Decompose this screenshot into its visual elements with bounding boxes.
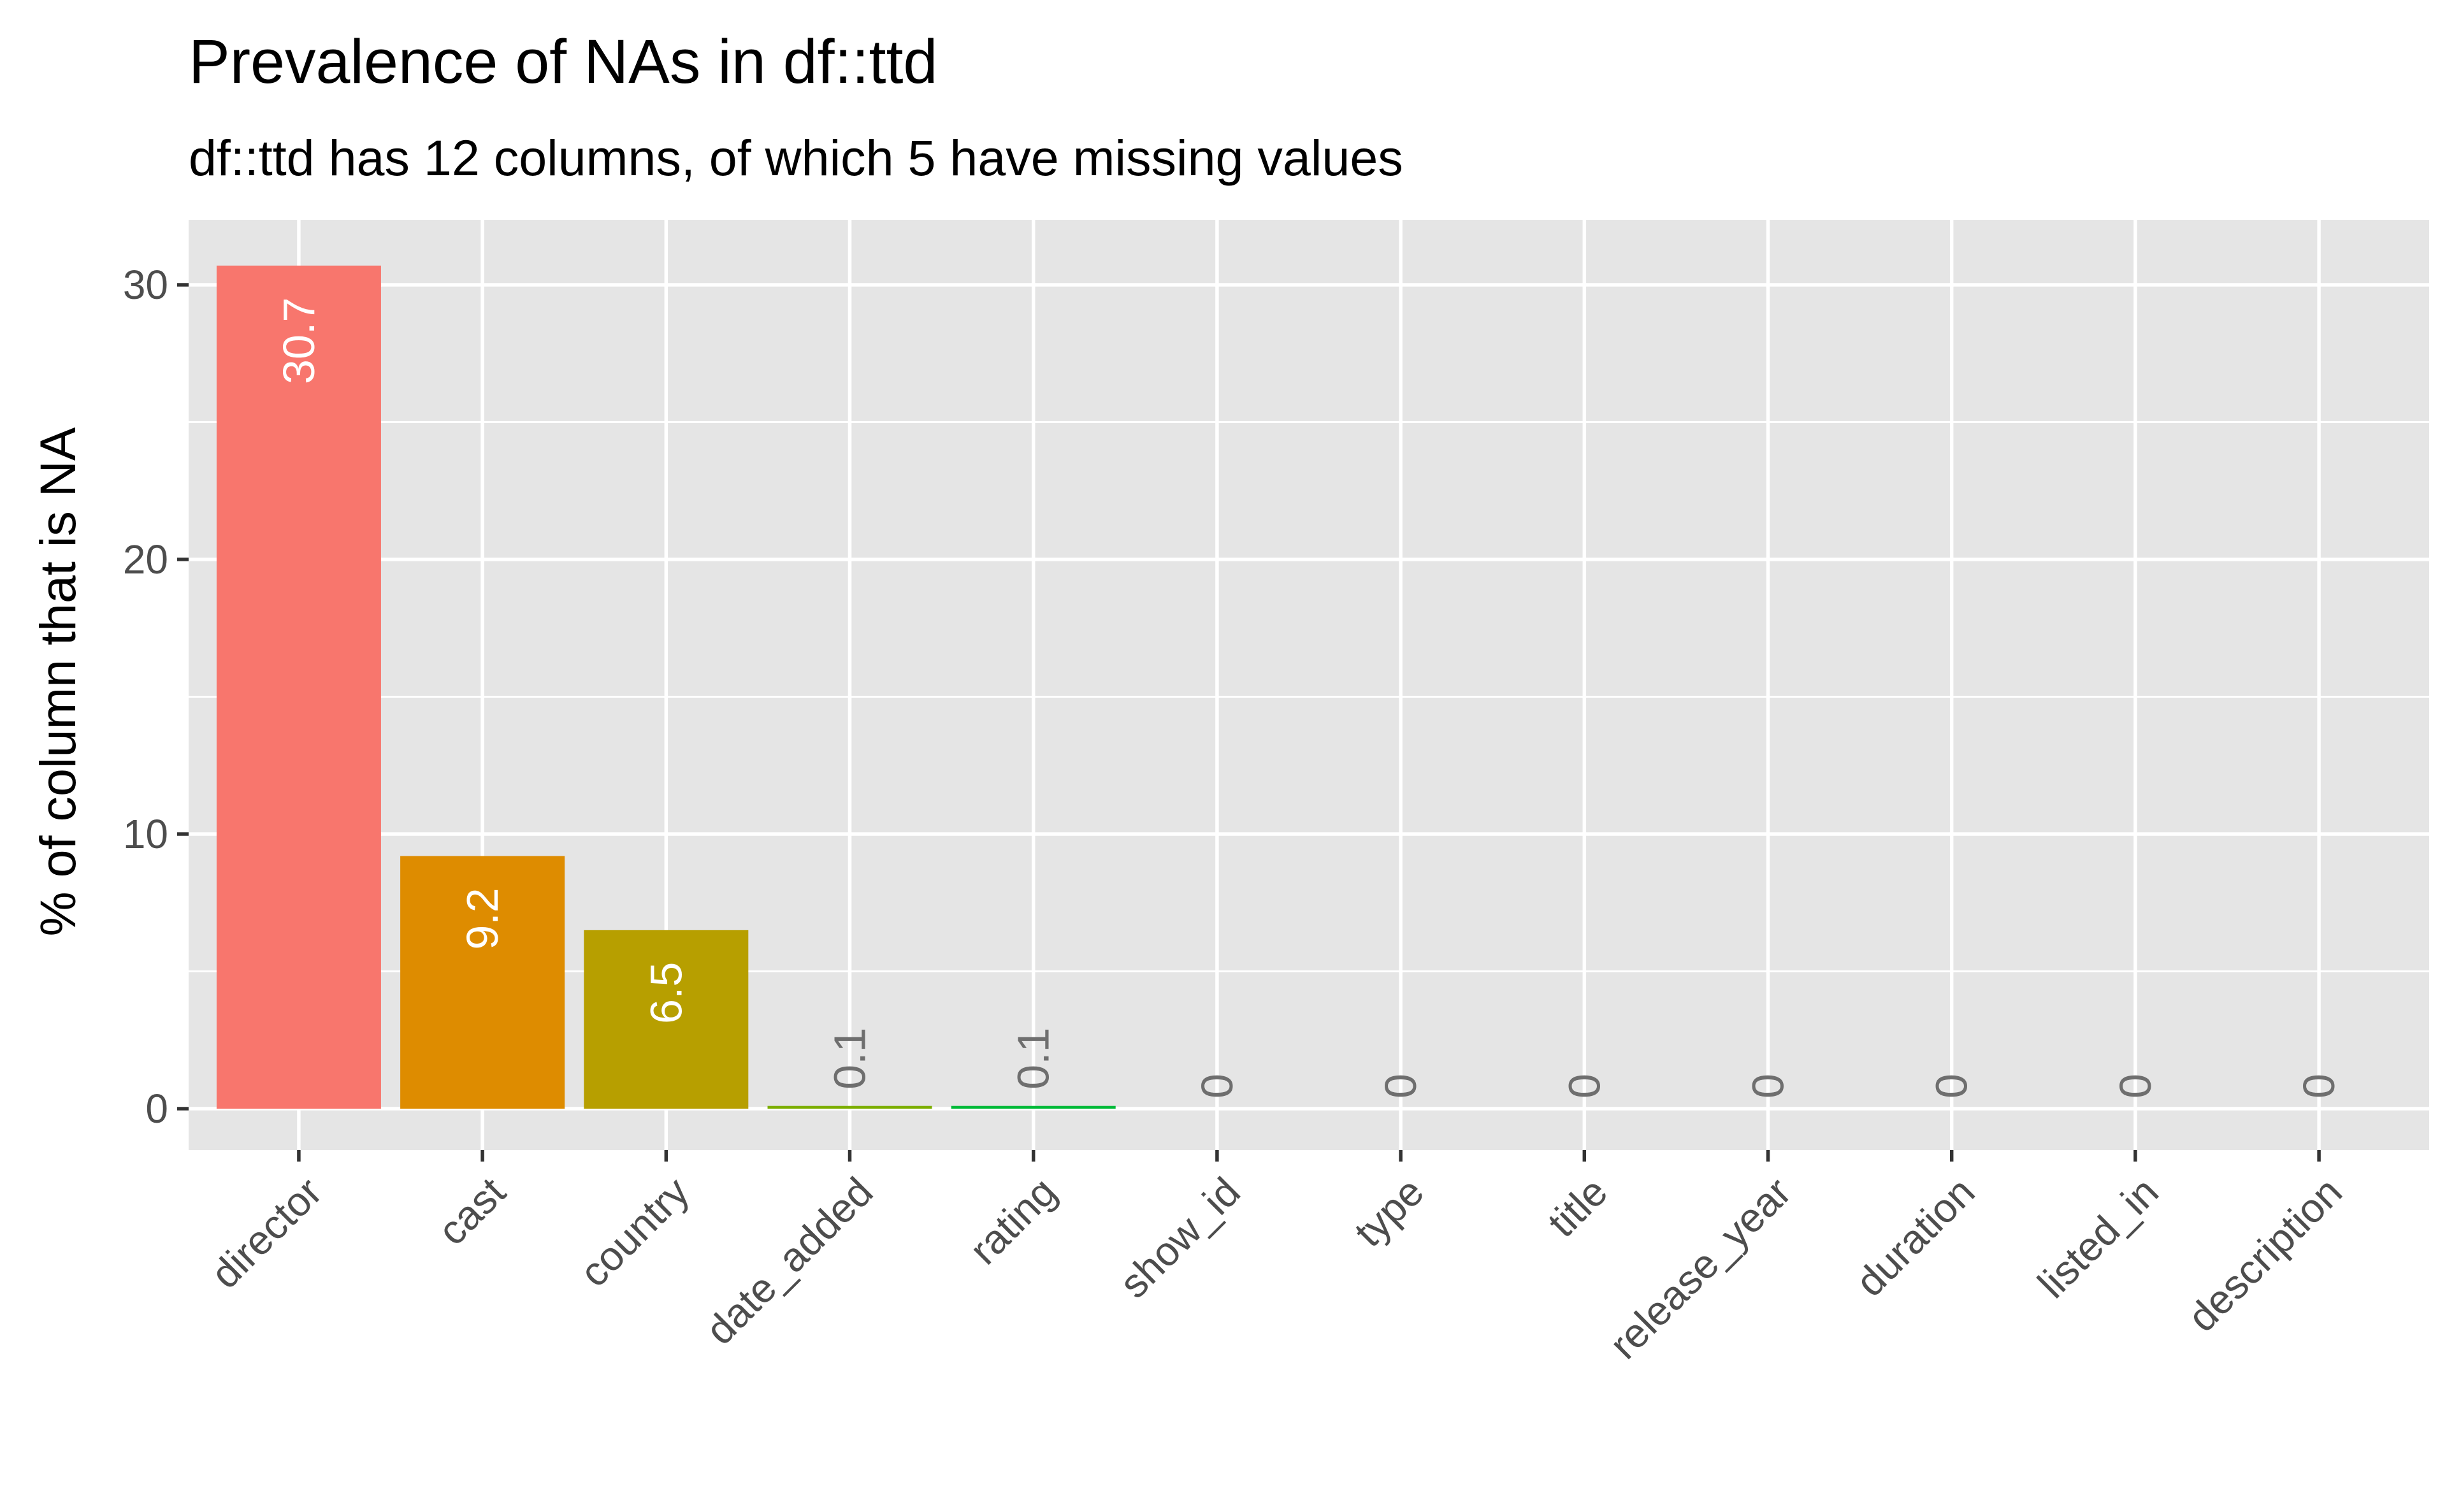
y-tick-label: 0 bbox=[145, 1086, 168, 1132]
bar bbox=[584, 930, 749, 1109]
x-tick-label: country bbox=[571, 1169, 698, 1295]
bar-value-label: 0.1 bbox=[1009, 1028, 1058, 1090]
bar-value-labels: 30.7 9.2 6.5 0.1 0.1 0 0 0 0 0 0 0 bbox=[274, 298, 2344, 1098]
chart-subtitle: df::ttd has 12 columns, of which 5 have … bbox=[189, 129, 1403, 186]
bar-value-label: 9.2 bbox=[458, 888, 507, 949]
bar-value-label: 0 bbox=[1743, 1074, 1793, 1098]
bar-value-label: 0 bbox=[1192, 1074, 1242, 1098]
y-axis: 0 10 20 30 bbox=[123, 262, 189, 1132]
bar-value-label: 0 bbox=[2294, 1074, 2344, 1098]
bars bbox=[216, 265, 1116, 1109]
bar-value-label: 0 bbox=[1376, 1074, 1426, 1098]
bar-value-label: 6.5 bbox=[641, 962, 691, 1024]
x-tick-label: title bbox=[1539, 1169, 1616, 1246]
bar bbox=[767, 1105, 932, 1109]
bar bbox=[216, 265, 381, 1109]
bar-value-label: 0 bbox=[2111, 1074, 2160, 1098]
bar-value-label: 0 bbox=[1559, 1074, 1609, 1098]
y-tick-label: 10 bbox=[123, 811, 168, 857]
x-tick-label: release_year bbox=[1601, 1169, 1800, 1368]
bar-value-label: 0.1 bbox=[825, 1028, 875, 1090]
x-tick-label: cast bbox=[429, 1169, 514, 1254]
bar-value-label: 0 bbox=[1927, 1074, 1977, 1098]
x-tick-label: type bbox=[1346, 1169, 1433, 1255]
bar bbox=[400, 856, 565, 1109]
x-tick-label: show_id bbox=[1111, 1169, 1249, 1307]
x-tick-label: date_added bbox=[697, 1169, 881, 1353]
bar-value-label: 30.7 bbox=[274, 298, 324, 384]
y-tick-label: 20 bbox=[123, 536, 168, 582]
x-tick-label: description bbox=[2179, 1169, 2351, 1341]
x-tick-label: director bbox=[202, 1169, 331, 1297]
x-tick-label: duration bbox=[1847, 1169, 1983, 1305]
y-axis-title: % of column that is NA bbox=[29, 427, 86, 936]
bar bbox=[951, 1105, 1116, 1109]
x-tick-label: rating bbox=[960, 1169, 1065, 1273]
y-tick-label: 30 bbox=[123, 262, 168, 308]
chart-title: Prevalence of NAs in df::ttd bbox=[189, 27, 937, 96]
x-tick-label: listed_in bbox=[2029, 1169, 2167, 1307]
